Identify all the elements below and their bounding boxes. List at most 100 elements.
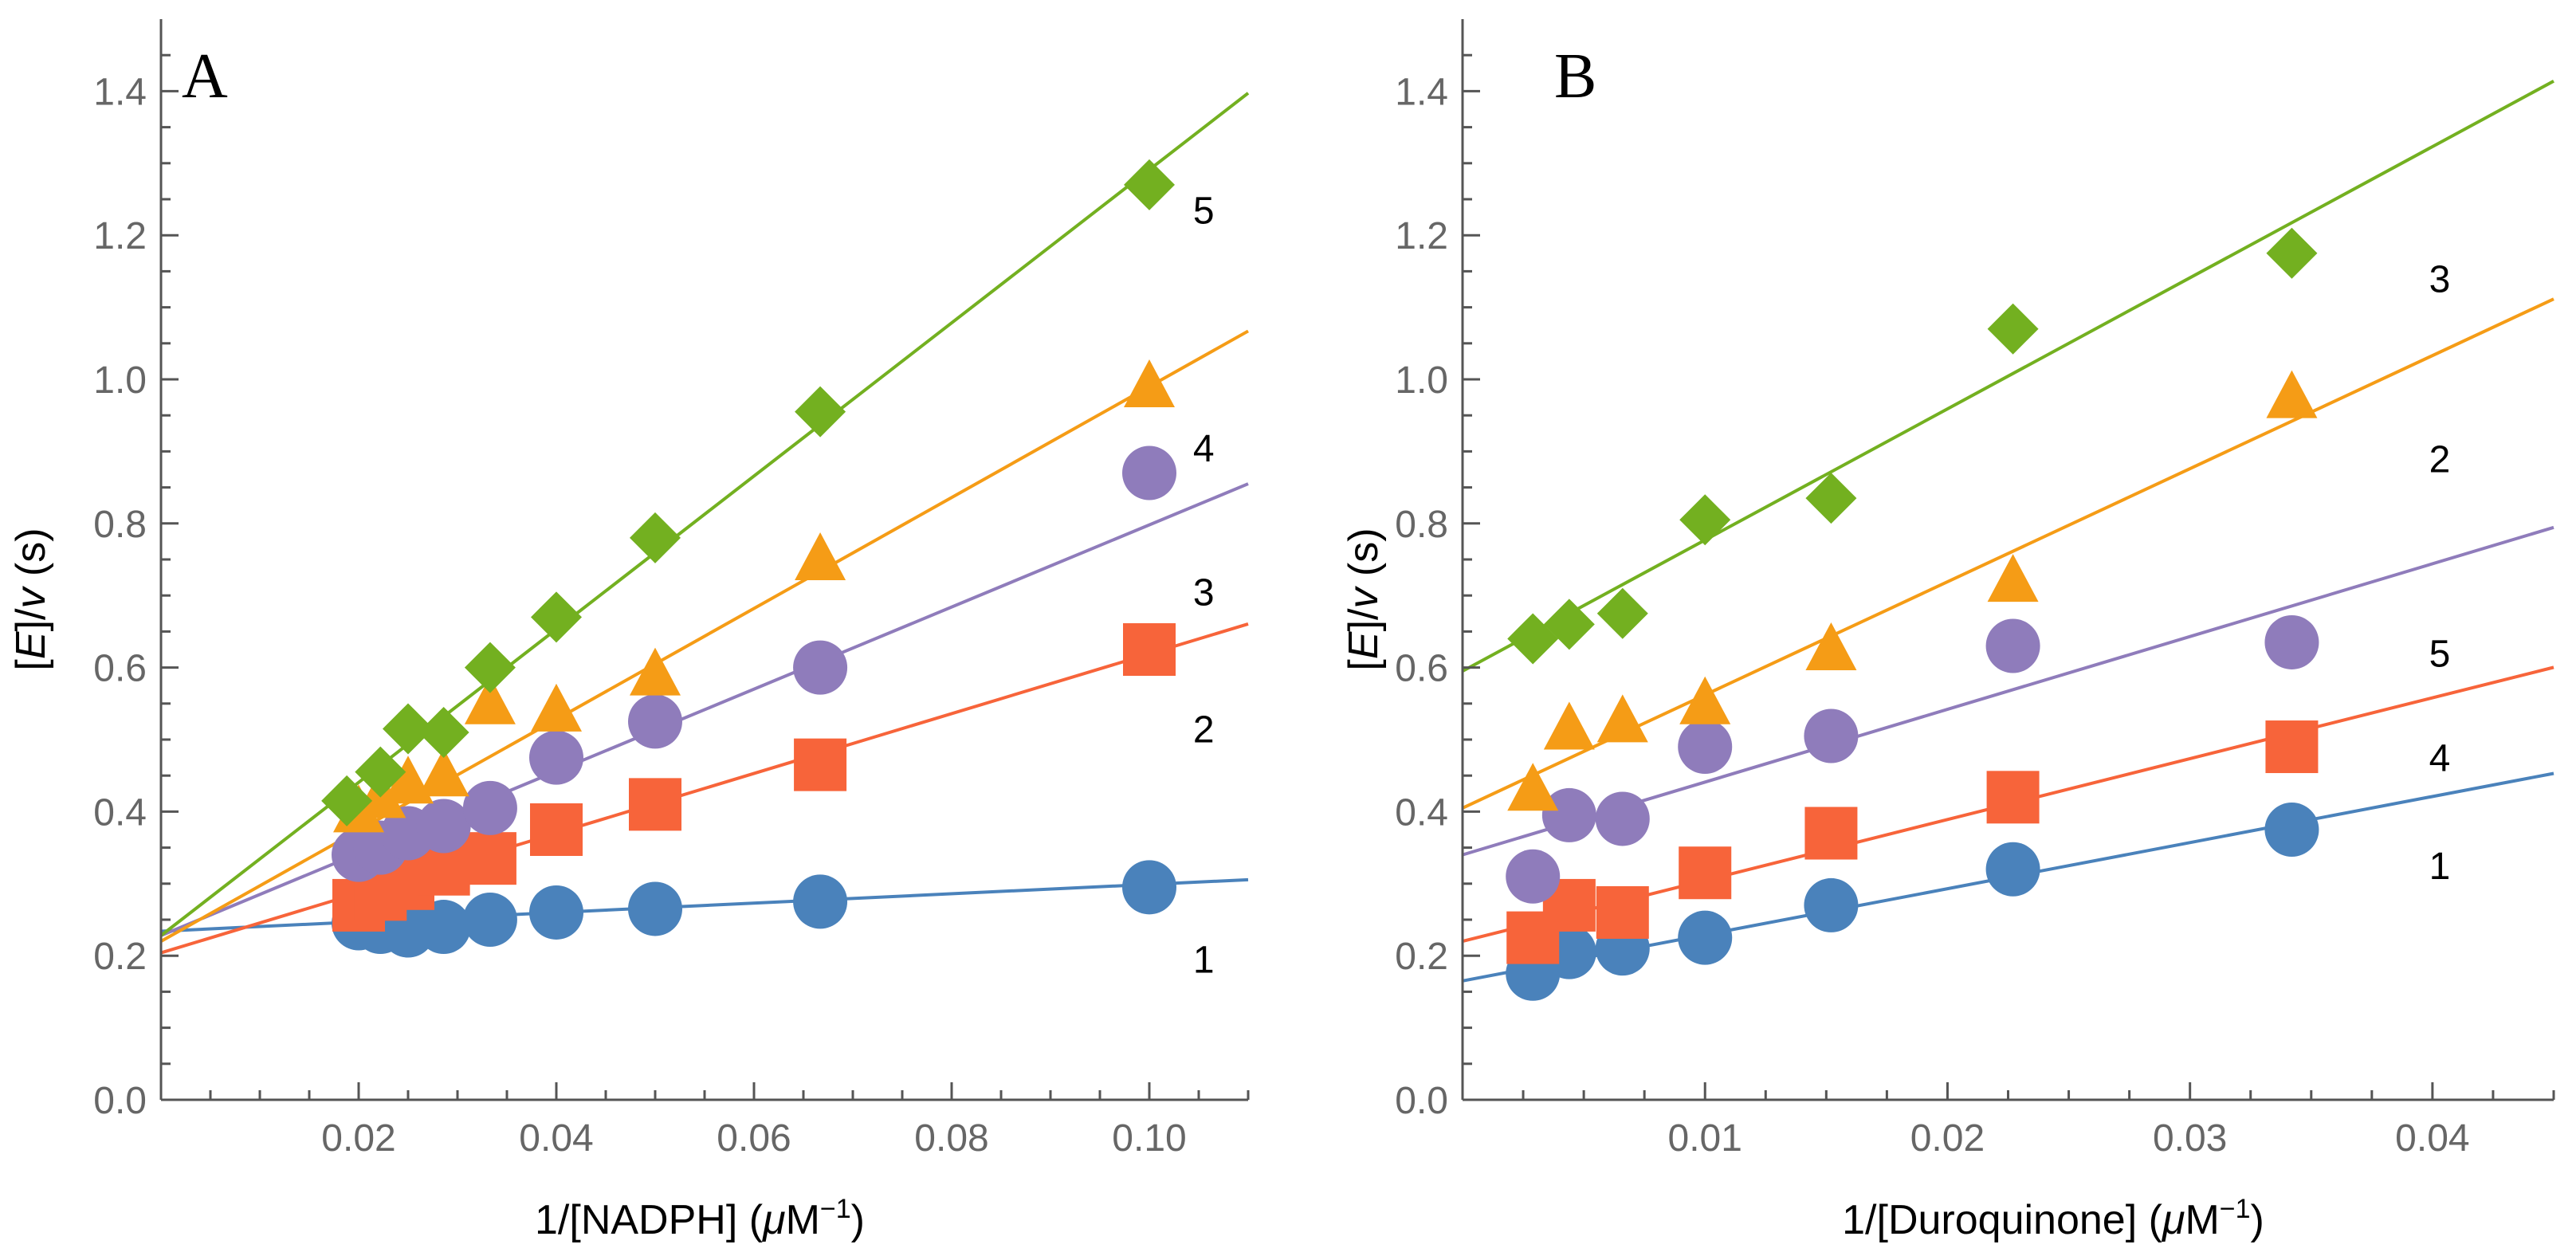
panel-b-x-tick-label: 0.04 [2395,1117,2469,1160]
panel-a-point-s4-triangle [464,676,516,724]
panel-b-point-s5-diamond [1543,599,1595,650]
panel-b-point-s4-triangle [1805,622,1857,670]
panel-a-x-tick-label: 0.06 [717,1117,791,1160]
panel-a-y-tick-label: 0.4 [93,791,147,834]
panel-b-point-s1-circle [1678,910,1733,965]
panel-a-point-s2-square [463,832,516,885]
panel-b-point-s3-circle [1595,791,1650,846]
panel-a: 0.02 0.04 0.06 0.08 0.10 0.0 0.2 0.4 0.6 0.8 1.0 1.… [8,19,1250,1243]
panel-b-x-tick-label: 0.03 [2153,1117,2227,1160]
panel-a-point-s5-diamond [795,386,846,438]
panel-a-x-tick-label: 0.04 [519,1117,593,1160]
panel-b-point-s4-triangle [1679,676,1731,724]
panel-b-x-tick-label: 0.01 [1668,1117,1742,1160]
panel-a-series-label-5: 5 [1193,190,1215,233]
panel-b-y-tick-label: 0.8 [1395,504,1448,546]
panel-b-y-tick-label: 1.2 [1395,215,1448,257]
panel-b-y-axis-title: [E]/v (s) [1341,528,1387,670]
panel-a-point-s4-triangle [531,683,582,732]
panel-a-y-axis-title: [E]/v (s) [8,528,54,670]
panel-a-y-tick-label: 1.0 [93,359,147,402]
panel-b-point-s1-circle [1985,842,2040,897]
panel-b-point-s2-square [1804,807,1858,860]
panel-a-point-s1-circle [529,885,583,940]
panel-b-series-labels: 1 4 5 2 3 [2429,258,2451,888]
panel-b-x-tick-label: 0.02 [1910,1117,1985,1160]
panel-a-y-tick-label: 0.8 [93,504,147,546]
panel-b-point-s1-circle [2264,803,2319,857]
panel-a-x-tick-label: 0.02 [321,1117,395,1160]
panel-b-y-tick-label: 1.0 [1395,359,1448,402]
panel-b-x-axis-title: 1/[Duroquinone] (μM−1) [1842,1194,2264,1243]
panel-b-point-s2-square [2265,720,2319,774]
panel-a-point-s3-circle [416,799,471,854]
panel-b-point-s5-diamond [1805,473,1857,524]
panel-b-point-s4-triangle [1987,554,2039,602]
panel-a-x-axis-title: 1/[NADPH] (μM−1) [535,1194,865,1243]
panel-b-y-tick-label: 0.0 [1395,1080,1448,1122]
panel-a-point-s2-square [794,738,847,791]
panel-b-point-s4-triangle [1507,763,1559,811]
panel-b-point-s3-circle [1541,787,1596,842]
panel-a-point-s3-circle [793,640,848,695]
panel-a-point-s1-circle [462,893,517,947]
panel-a-point-s4-triangle [1124,359,1175,408]
panel-a-series-label-3: 3 [1193,572,1215,614]
panel-b-point-s3-circle [1985,618,2040,673]
panel-b-point-s4-triangle [2266,370,2318,418]
panel-a-ticks: 0.02 0.04 0.06 0.08 0.10 0.0 0.2 0.4 0.6 0.8 1.0 1.… [93,53,1250,1160]
panel-a-point-s1-circle [793,874,848,929]
panel-b-point-s3-circle [1678,720,1733,775]
panel-b-y-tick-label: 0.6 [1395,648,1448,690]
panel-b-point-s5-diamond [2266,227,2318,279]
panel-a-point-s1-circle [628,881,682,936]
panel-b-point-s2-square [1986,771,2040,824]
panel-b-y-tick-label: 0.2 [1395,936,1448,978]
panel-a-x-tick-label: 0.08 [914,1117,988,1160]
panel-a-y-tick-label: 1.2 [93,215,147,257]
panel-b: 0.01 0.02 0.03 0.04 0.0 0.2 0.4 0.6 0.8 1.0 1.2 1.4… [1341,19,2555,1243]
panel-b-point-s5-diamond [1987,303,2039,355]
panel-a-point-s5-diamond [630,512,681,563]
panel-a-point-s2-square [1123,623,1176,676]
panel-a-point-s1-circle [416,900,471,955]
panel-a-point-s5-diamond [355,746,406,798]
panel-b-point-s1-circle [1804,877,1859,932]
panel-a-x-tick-label: 0.10 [1112,1117,1186,1160]
panel-b-point-s2-square [1679,846,1732,900]
panel-a-point-s3-circle [529,730,583,785]
panel-a-series-label-1: 1 [1193,940,1215,982]
panel-b-ticks: 0.01 0.02 0.03 0.04 0.0 0.2 0.4 0.6 0.8 1.0 1.2 1.4 [1395,53,2555,1160]
panel-b-point-s5-diamond [1679,494,1731,546]
panel-b-point-s4-triangle [1596,694,1648,743]
panel-a-point-s5-diamond [464,642,516,693]
panel-a-point-s3-circle [462,780,517,835]
panel-a-series-labels: 1 2 3 4 5 [1193,190,1215,982]
panel-b-point-s4-triangle [1543,701,1595,750]
panel-a-y-tick-label: 1.4 [93,71,147,113]
panel-b-point-s2-square [1596,885,1649,939]
panel-a-point-s3-circle [1122,445,1176,500]
panel-b-point-s3-circle [2264,614,2319,669]
panel-a-point-s5-diamond [418,706,469,758]
panel-a-data-points [321,159,1176,958]
panel-a-point-s5-diamond [383,703,434,755]
panel-b-series-label-1: 1 [2429,846,2451,888]
panel-a-point-s5-diamond [1124,159,1175,210]
panel-b-point-s3-circle [1506,849,1561,904]
panel-a-y-tick-label: 0.2 [93,936,147,978]
panel-a-point-s4-triangle [630,647,681,696]
panel-a-point-s5-diamond [531,591,582,643]
panel-a-series-label-4: 4 [1193,428,1215,470]
panel-a-point-s3-circle [628,694,682,749]
panel-b-series-label-2: 2 [2429,438,2451,481]
panel-a-point-s2-square [629,778,681,831]
panel-a-series-label-2: 2 [1193,708,1215,751]
panel-a-y-tick-label: 0.0 [93,1080,147,1122]
panel-b-letter: B [1554,41,1596,112]
panel-b-series-label-3: 3 [2429,258,2451,300]
panel-b-data-points [1506,227,2319,1001]
panel-b-fit-line-s5 [1462,79,2554,673]
